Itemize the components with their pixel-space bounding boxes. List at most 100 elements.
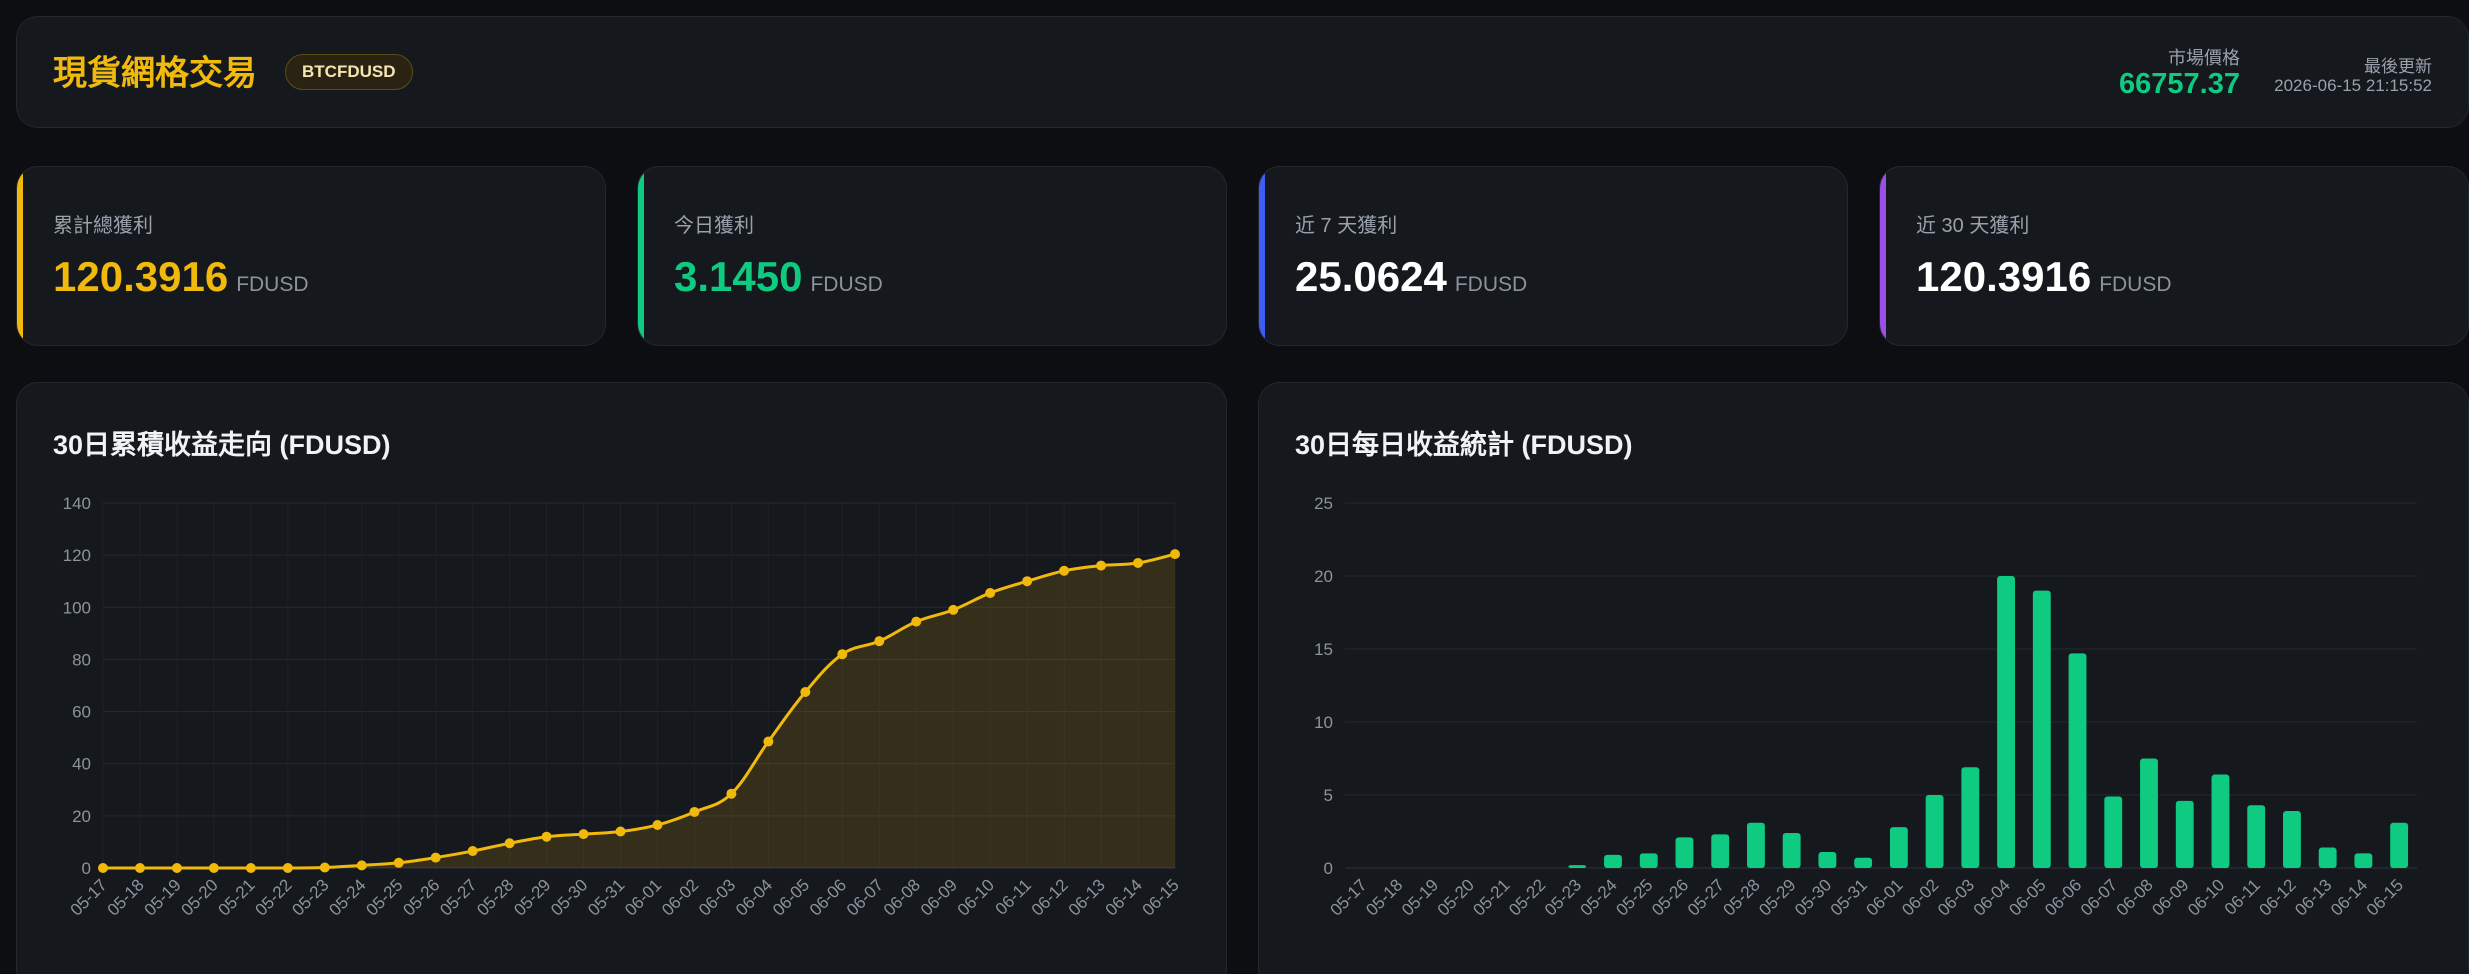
stat-card-today-profit: 今日獲利 3.1450 FDUSD — [637, 166, 1227, 346]
bar — [2104, 796, 2123, 868]
market-price-value: 66757.37 — [2119, 68, 2240, 100]
y-tick-label: 40 — [72, 755, 91, 774]
data-point — [652, 819, 663, 830]
data-point — [393, 857, 404, 868]
bar — [1604, 854, 1622, 868]
data-point — [1022, 576, 1033, 587]
data-point — [874, 636, 885, 647]
y-tick-label: 15 — [1314, 640, 1333, 659]
bar — [2140, 758, 2158, 868]
bar — [1961, 767, 1980, 868]
bar — [2390, 822, 2409, 868]
stat-value: 120.3916 — [53, 253, 229, 300]
bar — [2068, 653, 2087, 868]
market-price-label: 市場價格 — [2168, 48, 2240, 68]
x-tick-label: 05-22 — [1505, 875, 1549, 919]
bar — [1925, 795, 1944, 868]
accent-bar — [1880, 167, 1886, 345]
y-tick-label: 80 — [72, 650, 91, 669]
x-tick-label: 06-02 — [658, 875, 702, 919]
bar — [2354, 853, 2373, 868]
data-point — [985, 587, 996, 598]
x-tick-label: 06-13 — [2291, 875, 2335, 919]
stat-card-30-day-profit: 近 30 天獲利 120.3916 FDUSD — [1879, 166, 2469, 346]
data-point — [98, 863, 108, 873]
data-point — [726, 788, 737, 799]
x-tick-label: 05-23 — [1541, 875, 1585, 919]
bar — [1782, 832, 1801, 868]
x-tick-label: 06-02 — [1898, 875, 1942, 919]
data-point — [800, 687, 811, 698]
y-tick-label: 0 — [82, 859, 91, 878]
data-point — [504, 838, 515, 849]
cumulative-profit-chart-card: 30日累積收益走向 (FDUSD) 0 20 40 60 80 100 120 140 05-1… — [16, 382, 1227, 974]
stat-unit: FDUSD — [2099, 273, 2172, 296]
x-tick-label: 06-08 — [880, 875, 924, 919]
data-point — [282, 863, 293, 873]
x-tick-label: 06-13 — [1065, 875, 1109, 919]
x-tick-label: 06-15 — [2363, 875, 2407, 919]
bar — [1818, 851, 1837, 868]
data-point — [911, 616, 922, 627]
x-tick-label: 05-22 — [251, 875, 295, 919]
chart-title: 30日累積收益走向 (FDUSD) — [53, 430, 391, 460]
x-tick-label: 05-29 — [510, 875, 554, 919]
stat-unit: FDUSD — [236, 273, 309, 296]
x-tick-label: 06-04 — [1970, 875, 2014, 919]
x-tick-label: 06-01 — [1863, 875, 1907, 919]
data-point — [541, 831, 552, 842]
x-tick-label: 05-27 — [436, 875, 480, 919]
data-point — [430, 852, 441, 863]
chart-title: 30日每日收益統計 (FDUSD) — [1295, 430, 1633, 460]
bar — [1889, 827, 1908, 868]
data-point — [356, 860, 367, 871]
bar — [1711, 834, 1730, 868]
stat-value-row: 25.0624 FDUSD — [1295, 253, 1527, 301]
x-tick-label: 05-27 — [1684, 875, 1728, 919]
stat-value: 120.3916 — [1916, 253, 2092, 300]
stat-unit: FDUSD — [810, 273, 883, 296]
x-tick-label: 05-20 — [1434, 875, 1478, 919]
data-point — [1133, 557, 1144, 568]
x-tick-label: 05-18 — [104, 875, 148, 919]
x-tick-label: 06-03 — [695, 875, 739, 919]
x-tick-label: 05-17 — [1327, 875, 1371, 919]
x-tick-label: 05-20 — [178, 875, 222, 919]
x-tick-label: 06-12 — [1028, 875, 1072, 919]
y-tick-label: 0 — [1324, 859, 1333, 878]
x-tick-label: 06-11 — [992, 875, 1035, 918]
bar — [1997, 576, 2015, 868]
x-tick-label: 06-03 — [1934, 875, 1978, 919]
daily-profit-chart-card: 30日每日收益統計 (FDUSD) 0 5 10 15 20 25 05-17 05-18 05… — [1258, 382, 2469, 974]
y-tick-label: 5 — [1324, 786, 1333, 805]
data-point — [171, 863, 182, 873]
x-tick-label: 05-28 — [1720, 875, 1764, 919]
x-tick-label: 05-31 — [1827, 875, 1871, 919]
y-tick-label: 120 — [63, 546, 91, 565]
bar — [1675, 837, 1694, 868]
x-tick-label: 06-14 — [2327, 875, 2371, 919]
bar — [1747, 822, 1765, 868]
stat-value-row: 120.3916 FDUSD — [53, 253, 309, 301]
data-point — [689, 806, 700, 817]
data-point — [1059, 565, 1070, 576]
x-tick-label: 06-05 — [2005, 875, 2049, 919]
x-tick-label: 05-24 — [325, 875, 369, 919]
x-tick-label: 06-01 — [621, 875, 665, 919]
data-point — [763, 736, 774, 747]
x-tick-label: 05-18 — [1362, 875, 1406, 919]
bar — [2283, 811, 2301, 868]
daily-profit-chart: 0 5 10 15 20 25 05-1705-1805-1905-2005-2105-22… — [1314, 494, 2417, 920]
bar — [2032, 590, 2051, 868]
stat-value-row: 120.3916 FDUSD — [1916, 253, 2172, 301]
accent-bar — [1259, 167, 1265, 345]
bar — [2247, 805, 2266, 868]
bar — [1639, 853, 1658, 868]
x-tick-label: 05-21 — [1469, 875, 1513, 919]
x-tick-label: 05-28 — [473, 875, 517, 919]
y-tick-label: 60 — [72, 703, 91, 722]
x-tick-label: 06-10 — [954, 875, 998, 919]
stat-card-7-day-profit: 近 7 天獲利 25.0624 FDUSD — [1258, 166, 1848, 346]
x-tick-label: 06-07 — [2077, 875, 2121, 919]
y-tick-label: 20 — [1314, 567, 1333, 586]
